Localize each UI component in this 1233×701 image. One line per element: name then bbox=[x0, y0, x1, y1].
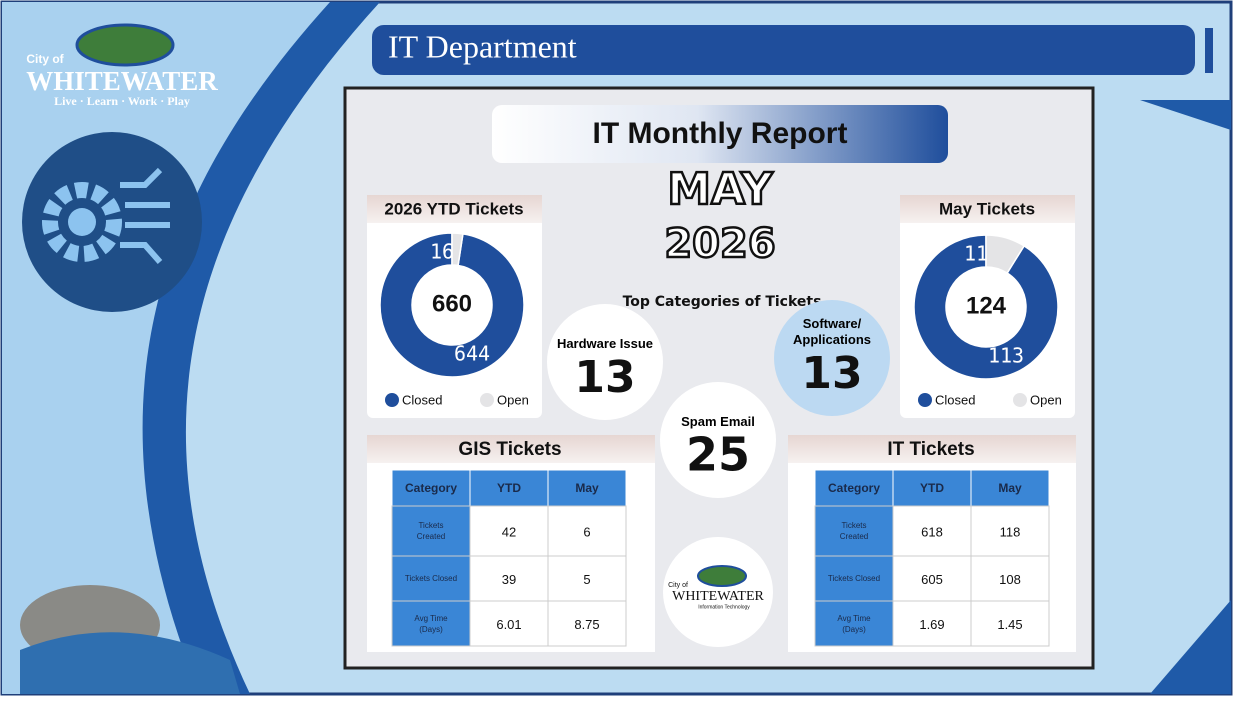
table-value: 118 bbox=[1000, 524, 1021, 539]
legend-label: Open bbox=[497, 392, 529, 407]
row-label-box: Tickets Closed bbox=[404, 556, 458, 601]
header-accent bbox=[1205, 28, 1213, 73]
category-label-box: Spam Email bbox=[668, 388, 768, 430]
slide: City ofWHITEWATERLive · Learn · Work · P… bbox=[0, 0, 1233, 696]
category-value: 13 bbox=[801, 348, 862, 399]
column-header: Category bbox=[828, 481, 880, 495]
legend-label: Closed bbox=[935, 392, 975, 407]
category-label-box: Hardware Issue bbox=[545, 310, 665, 352]
segment-label: 644 bbox=[454, 342, 490, 366]
row-label: Tickets Created bbox=[404, 506, 458, 556]
column-header: May bbox=[575, 481, 599, 495]
segment-label: 11 bbox=[964, 242, 988, 266]
table-value: 108 bbox=[999, 572, 1021, 587]
donut-total: 124 bbox=[966, 292, 1007, 319]
category-label-box: Software/ Applications bbox=[772, 306, 892, 348]
card-title: 2026 YTD Tickets bbox=[384, 199, 523, 218]
report-month: MAY bbox=[667, 164, 774, 215]
segment-label: 113 bbox=[988, 344, 1024, 368]
logo-name: WHITEWATER bbox=[26, 66, 218, 96]
table-value: 39 bbox=[502, 572, 516, 587]
category-value: 13 bbox=[574, 352, 635, 403]
row-label-box: Tickets Created bbox=[827, 506, 881, 556]
page: City ofWHITEWATERLive · Learn · Work · P… bbox=[0, 0, 1233, 696]
category-label: Hardware Issue bbox=[545, 310, 665, 352]
legend-swatch bbox=[385, 393, 399, 407]
row-label: Avg Time (Days) bbox=[404, 601, 458, 646]
row-label-box: Avg Time (Days) bbox=[827, 601, 881, 646]
column-header: YTD bbox=[497, 481, 521, 495]
table-value: 6.01 bbox=[496, 617, 521, 632]
legend-swatch bbox=[918, 393, 932, 407]
footer-logo-line1: City of bbox=[668, 582, 688, 589]
row-label: Avg Time (Days) bbox=[827, 601, 881, 646]
category-label: Software/ Applications bbox=[772, 306, 892, 348]
donut-total: 660 bbox=[432, 290, 472, 317]
column-header: YTD bbox=[920, 481, 944, 495]
footer-logo-emblem bbox=[698, 566, 746, 586]
table-value: 42 bbox=[502, 524, 516, 539]
column-header: May bbox=[998, 481, 1022, 495]
legend-swatch bbox=[1013, 393, 1027, 407]
table-value: 618 bbox=[921, 524, 943, 539]
table-value: 5 bbox=[583, 572, 590, 587]
card-title: May Tickets bbox=[939, 199, 1035, 218]
footer-logo-name: WHITEWATER bbox=[672, 589, 764, 604]
table-value: 6 bbox=[583, 524, 590, 539]
table-value: 1.45 bbox=[997, 617, 1022, 632]
row-label-box: Avg Time (Days) bbox=[404, 601, 458, 646]
gear-icon bbox=[68, 208, 96, 236]
table-title: GIS Tickets bbox=[458, 439, 561, 460]
logo-line1: City of bbox=[26, 52, 64, 66]
logo-emblem bbox=[77, 25, 173, 65]
row-label-box: Tickets Closed bbox=[827, 556, 881, 601]
legend-label: Open bbox=[1030, 392, 1062, 407]
table-value: 8.75 bbox=[574, 617, 599, 632]
row-label: Tickets Created bbox=[827, 506, 881, 556]
footer-logo-line3: Information Technology bbox=[698, 604, 750, 610]
logo-tagline: Live · Learn · Work · Play bbox=[54, 94, 190, 108]
legend-label: Closed bbox=[402, 392, 442, 407]
row-label-box: Tickets Created bbox=[404, 506, 458, 556]
row-label: Tickets Closed bbox=[404, 556, 458, 601]
table-title: IT Tickets bbox=[887, 439, 974, 460]
report-title: IT Monthly Report bbox=[593, 117, 848, 150]
column-header: Category bbox=[405, 481, 457, 495]
header-title: IT Department bbox=[388, 28, 577, 64]
category-label: Spam Email bbox=[668, 388, 768, 430]
table-value: 605 bbox=[921, 572, 943, 587]
table-value: 1.69 bbox=[919, 617, 944, 632]
report-year: 2026 bbox=[664, 221, 775, 267]
row-label: Tickets Closed bbox=[827, 556, 881, 601]
segment-label: 16 bbox=[430, 240, 454, 264]
category-value: 25 bbox=[686, 428, 750, 482]
legend-swatch bbox=[480, 393, 494, 407]
